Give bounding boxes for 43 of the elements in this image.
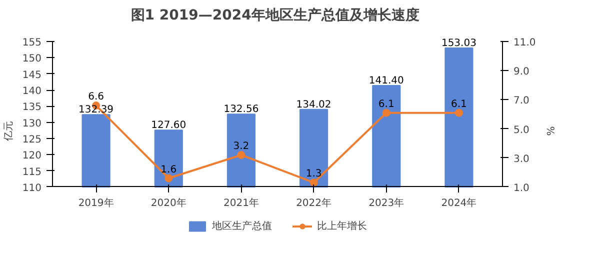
data-label: 127.60 xyxy=(151,120,186,132)
data-label: 6.1 xyxy=(378,98,394,110)
x-tick-label: 2024年 xyxy=(441,196,477,209)
y2-tick-label: 1.0 xyxy=(514,182,530,194)
legend-label: 地区生产总值 xyxy=(212,220,272,233)
y-tick-label: 110 xyxy=(22,182,42,194)
chart-title: 图1 2019—2024年地区生产总值及增长速度 xyxy=(130,6,420,24)
x-tick-label: 2021年 xyxy=(223,196,259,209)
data-label: 6.6 xyxy=(88,92,104,103)
x-tick-label: 2020年 xyxy=(150,196,186,209)
x-tick-label: 2023年 xyxy=(368,196,404,209)
y-axis-title: 亿元 xyxy=(3,121,14,142)
point xyxy=(382,108,390,117)
y2-tick-label: 11.0 xyxy=(514,38,536,49)
y-tick-label: 115 xyxy=(22,166,42,178)
y2-tick-label: 9.0 xyxy=(514,66,530,78)
y-tick-label: 150 xyxy=(22,54,42,65)
point xyxy=(454,108,463,117)
data-label: 3.2 xyxy=(233,140,250,152)
point xyxy=(310,178,318,187)
x-tick-label: 2022年 xyxy=(296,196,332,209)
data-label: 141.40 xyxy=(368,76,404,87)
point xyxy=(164,174,173,182)
data-label: 1.3 xyxy=(306,168,322,180)
data-label: 153.03 xyxy=(441,38,476,49)
data-label: 1.6 xyxy=(160,164,177,176)
point xyxy=(237,150,246,159)
data-label: 6.1 xyxy=(451,98,467,110)
data-label: 132.56 xyxy=(224,104,259,116)
y-tick-label: 135 xyxy=(22,102,42,114)
y-tick-label: 130 xyxy=(22,118,42,130)
y2-axis-title: % xyxy=(544,126,555,136)
data-label: 134.02 xyxy=(296,99,332,110)
y-tick-label: 145 xyxy=(22,70,42,81)
y-tick-label: 155 xyxy=(22,38,42,49)
y2-tick-label: 5.0 xyxy=(514,124,530,136)
y-tick-label: 125 xyxy=(22,134,42,146)
y2-tick-label: 3.0 xyxy=(514,154,530,165)
x-tick-label: 2019年 xyxy=(78,196,114,209)
y2-tick-label: 7.0 xyxy=(514,96,530,107)
legend-label: 比上年增长 xyxy=(317,220,367,233)
y-tick-label: 120 xyxy=(22,150,42,162)
y-tick-label: 140 xyxy=(22,86,42,98)
